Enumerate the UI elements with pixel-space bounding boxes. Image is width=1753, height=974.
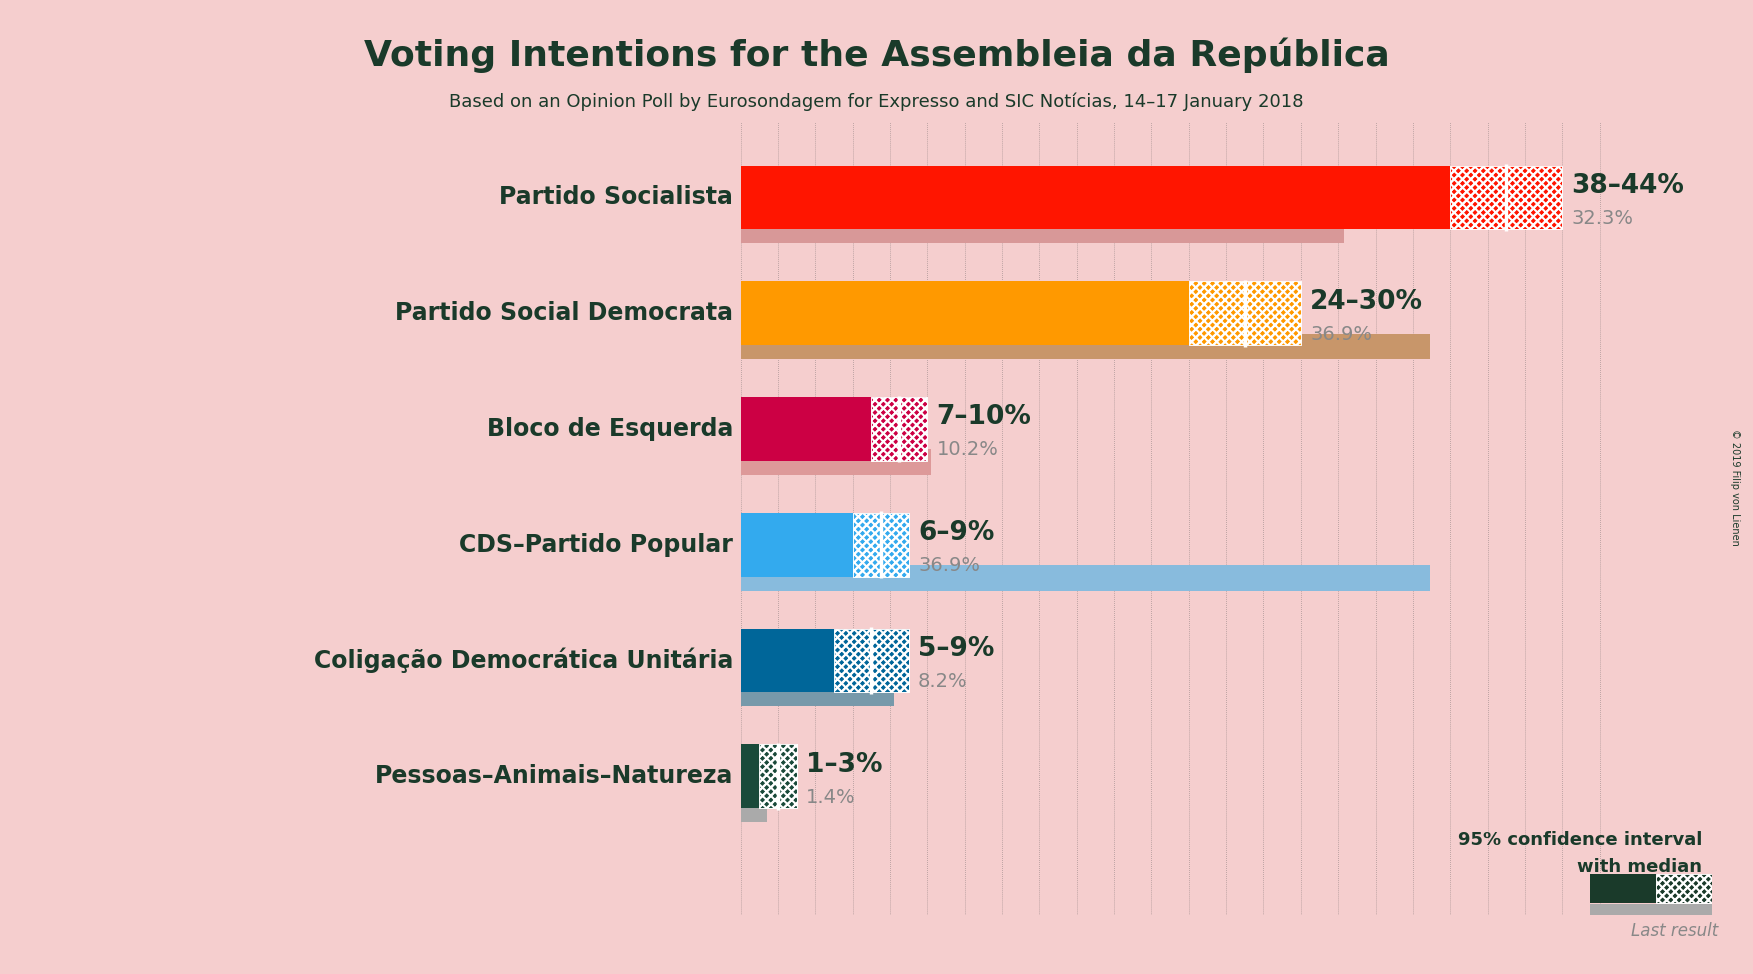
Text: 1.4%: 1.4% [806, 788, 855, 806]
Text: 95% confidence interval: 95% confidence interval [1458, 831, 1702, 849]
Bar [1450, 166, 1562, 229]
Bar [1189, 281, 1301, 345]
Bar [759, 744, 796, 808]
Bar [740, 333, 1430, 359]
Text: 38–44%: 38–44% [1572, 172, 1685, 199]
Text: Based on an Opinion Poll by Eurosondagem for Expresso and SIC Notícias, 14–17 Ja: Based on an Opinion Poll by Eurosondagem… [449, 93, 1304, 111]
Bar [740, 565, 1430, 590]
Text: 8.2%: 8.2% [919, 672, 968, 691]
Bar [740, 397, 871, 461]
Bar [871, 397, 927, 461]
Bar [1655, 874, 1753, 903]
Text: © 2019 Filip von Lienen: © 2019 Filip von Lienen [1730, 429, 1741, 545]
Bar [852, 513, 908, 577]
Text: Coligação Democrática Unitária: Coligação Democrática Unitária [314, 648, 733, 673]
Bar [740, 797, 766, 822]
Bar [759, 744, 796, 808]
Text: with median: with median [1578, 857, 1702, 876]
Bar [1450, 166, 1562, 229]
Bar [1590, 904, 1713, 918]
Bar [740, 449, 931, 474]
Bar [852, 513, 908, 577]
Text: Voting Intentions for the Assembleia da República: Voting Intentions for the Assembleia da … [363, 37, 1390, 72]
Bar [1450, 166, 1562, 229]
Text: Pessoas–Animais–Natureza: Pessoas–Animais–Natureza [375, 765, 733, 788]
Bar [740, 281, 1189, 345]
Bar [740, 628, 834, 693]
Text: 32.3%: 32.3% [1572, 208, 1634, 228]
Bar [834, 628, 908, 693]
Bar [1189, 281, 1301, 345]
Text: 36.9%: 36.9% [919, 556, 980, 575]
Bar [871, 397, 927, 461]
Bar [1189, 281, 1301, 345]
Bar [834, 628, 908, 693]
Text: 6–9%: 6–9% [919, 520, 994, 546]
Bar [740, 513, 852, 577]
Bar [740, 166, 1450, 229]
Bar [1655, 874, 1753, 903]
Text: CDS–Partido Popular: CDS–Partido Popular [459, 533, 733, 557]
Text: 10.2%: 10.2% [936, 440, 999, 460]
Text: 24–30%: 24–30% [1309, 288, 1423, 315]
Text: 36.9%: 36.9% [1309, 324, 1373, 344]
Text: Last result: Last result [1630, 922, 1718, 941]
Bar [759, 744, 796, 808]
Bar [834, 628, 908, 693]
Bar [740, 744, 759, 808]
Text: 5–9%: 5–9% [919, 636, 994, 662]
Text: 7–10%: 7–10% [936, 404, 1031, 431]
Bar [740, 681, 894, 706]
Bar [1590, 874, 1655, 903]
Bar [871, 397, 927, 461]
Text: 1–3%: 1–3% [806, 752, 882, 777]
Bar [852, 513, 908, 577]
Bar [740, 218, 1345, 244]
Text: Partido Socialista: Partido Socialista [500, 185, 733, 209]
Text: Partido Social Democrata: Partido Social Democrata [394, 301, 733, 325]
Text: Bloco de Esquerda: Bloco de Esquerda [487, 417, 733, 441]
Bar [1655, 874, 1753, 903]
